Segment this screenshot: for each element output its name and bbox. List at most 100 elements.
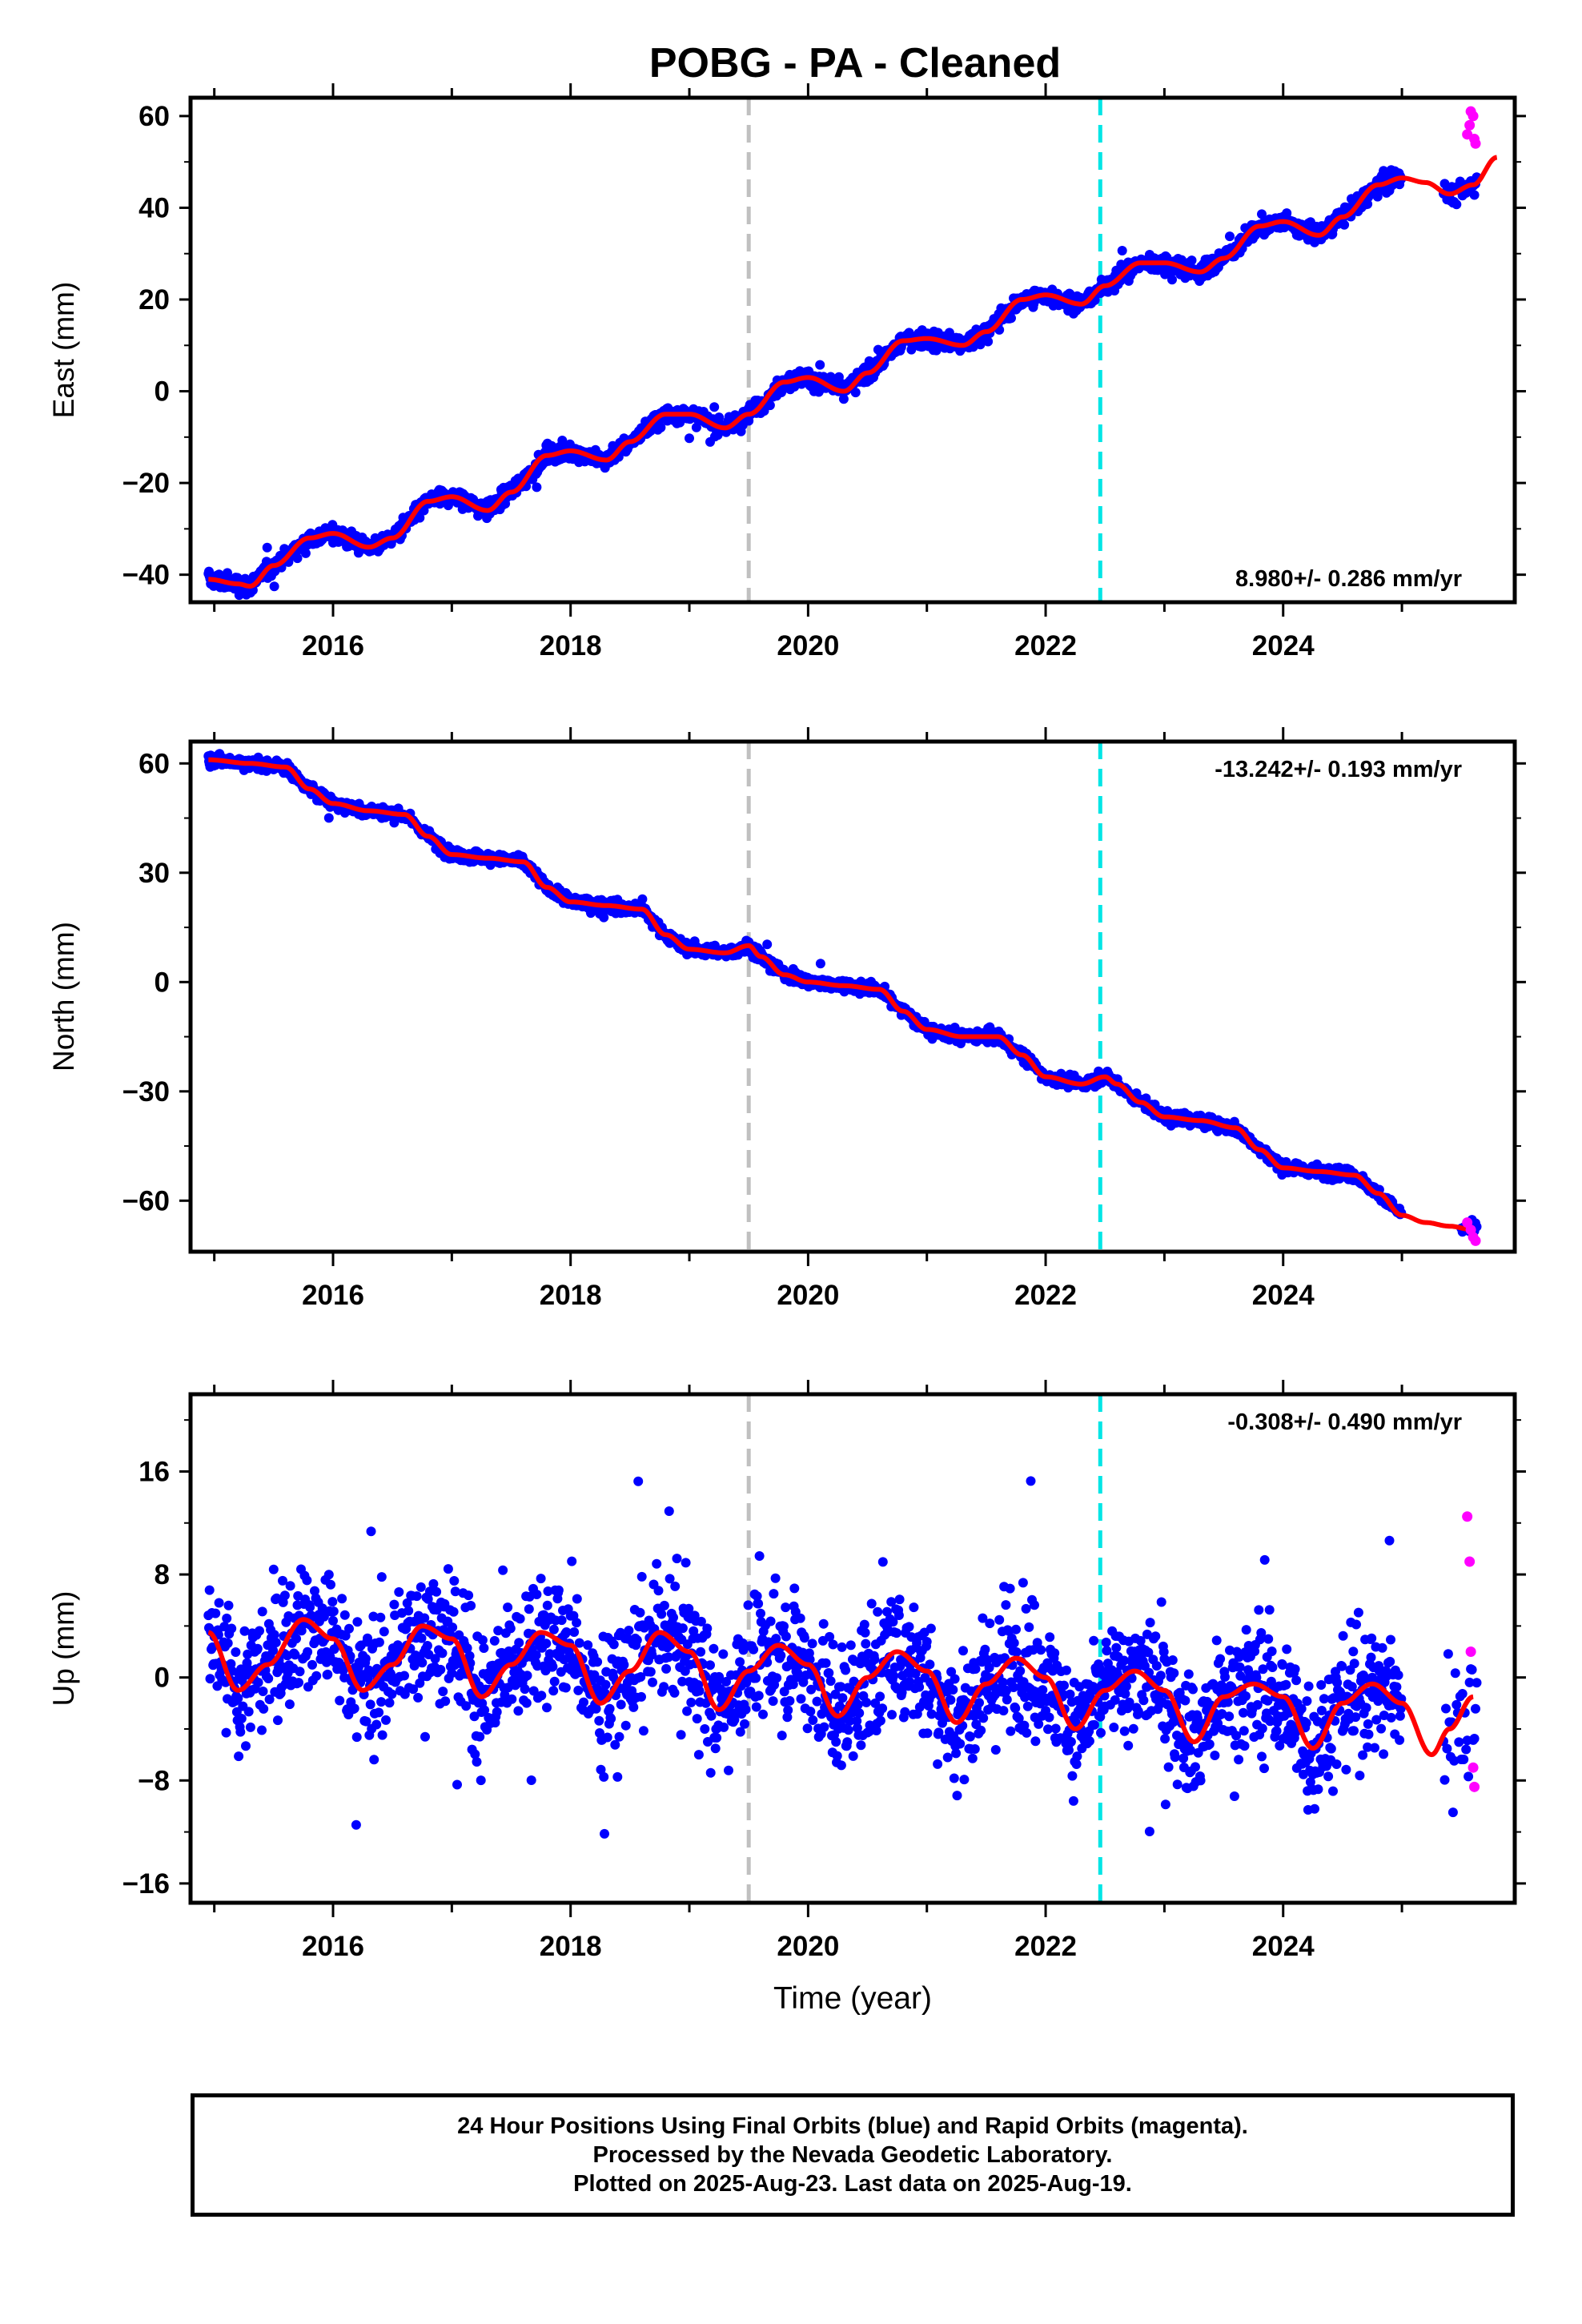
final-orbit-points [203, 1476, 1482, 1839]
data-point [466, 1601, 476, 1610]
data-point [520, 1684, 530, 1695]
data-point [257, 1725, 267, 1735]
data-point [420, 1731, 430, 1742]
data-point [637, 894, 648, 904]
data-point [223, 1600, 234, 1610]
data-point [413, 1692, 424, 1703]
data-point [432, 1586, 442, 1597]
y-tick-label: 60 [139, 101, 170, 132]
data-point [521, 1698, 532, 1708]
data-point [522, 1671, 532, 1681]
data-point [374, 1707, 384, 1718]
data-point [376, 1697, 387, 1707]
data-point [387, 1689, 397, 1699]
data-point [268, 1564, 279, 1574]
y-tick-label: 40 [139, 192, 170, 223]
data-point [638, 1726, 648, 1736]
data-point [556, 1615, 567, 1626]
data-point [765, 400, 775, 411]
data-point [415, 513, 425, 523]
data-point [394, 1587, 404, 1597]
data-point [327, 1597, 338, 1607]
data-point [252, 1643, 263, 1654]
data-point [536, 1691, 547, 1701]
x-tick-label: 2020 [777, 1280, 839, 1311]
data-point [505, 1623, 516, 1634]
data-point [416, 1582, 426, 1592]
data-point [1186, 255, 1197, 266]
data-point [294, 1678, 303, 1688]
data-point [311, 1671, 322, 1681]
data-point [652, 1558, 662, 1569]
data-point [1452, 199, 1462, 210]
data-point [384, 1698, 395, 1708]
data-point [323, 1669, 333, 1679]
data-point [351, 1819, 361, 1830]
data-point [295, 1667, 305, 1677]
y-tick-label: 30 [139, 858, 170, 889]
x-tick-label: 2018 [540, 630, 602, 661]
y-tick-label: −20 [122, 468, 170, 499]
data-point [532, 482, 542, 493]
y-tick-label: −40 [122, 560, 170, 591]
data-point [371, 1719, 382, 1730]
data-point [536, 1574, 546, 1584]
data-point [292, 553, 303, 564]
data-point [360, 1654, 371, 1664]
data-point [553, 1585, 564, 1595]
data-point [1006, 313, 1016, 324]
data-point [648, 1677, 657, 1687]
data-point [602, 1732, 612, 1743]
rapid-point [1470, 138, 1481, 149]
y-tick-label: −30 [122, 1076, 170, 1108]
data-point [417, 1658, 428, 1668]
data-point [548, 1662, 558, 1672]
data-point [259, 1703, 269, 1714]
data-point [291, 1634, 301, 1644]
x-tick-label: 2022 [1014, 630, 1077, 661]
data-point [227, 1623, 237, 1634]
data-point [243, 1707, 254, 1717]
data-point [983, 336, 994, 347]
data-point [709, 402, 720, 412]
data-point [300, 548, 311, 558]
data-point [366, 1526, 376, 1537]
data-point [503, 1602, 513, 1613]
data-point [579, 1697, 588, 1707]
y-tick-label: 60 [139, 748, 170, 779]
data-point [549, 1676, 560, 1687]
data-point [416, 1633, 427, 1643]
data-point [661, 1663, 672, 1674]
x-tick-label: 2020 [777, 630, 839, 661]
data-point [204, 1585, 215, 1595]
data-point [645, 1667, 656, 1677]
data-point [604, 1703, 615, 1714]
x-tick-label: 2018 [540, 1280, 602, 1311]
data-point [614, 1731, 624, 1742]
data-point [263, 1674, 274, 1683]
data-point [653, 1586, 664, 1596]
data-point [205, 1674, 215, 1684]
data-point [656, 422, 666, 432]
data-point [365, 1699, 375, 1710]
figure-title: POBG - PA - Cleaned [649, 40, 1061, 86]
data-point [404, 1606, 414, 1616]
plot-frame [188, 95, 1517, 605]
data-point [850, 388, 861, 398]
data-point [307, 1659, 317, 1670]
data-point [1167, 275, 1177, 285]
data-point [815, 360, 825, 370]
data-point [599, 1771, 609, 1782]
data-point [400, 1671, 409, 1681]
data-point [560, 1683, 571, 1693]
data-point [569, 1627, 580, 1637]
data-point [838, 394, 849, 404]
data-point [659, 1600, 669, 1610]
rapid-point [1470, 1235, 1481, 1246]
data-point [344, 1623, 354, 1634]
data-point [636, 1691, 646, 1702]
data-point [269, 581, 279, 592]
data-point [448, 1606, 459, 1617]
